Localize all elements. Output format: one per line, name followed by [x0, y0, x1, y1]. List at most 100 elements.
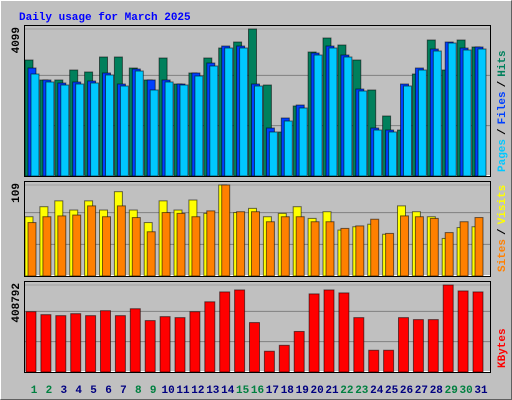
- bar: [161, 212, 171, 277]
- x-tick-label: 16: [251, 385, 264, 397]
- legend-entry: Sites: [497, 239, 509, 272]
- x-tick-label: 25: [385, 385, 399, 397]
- bar: [206, 210, 216, 277]
- bar: [353, 317, 365, 373]
- bar: [417, 69, 427, 177]
- bar: [45, 81, 55, 177]
- bar: [265, 221, 275, 277]
- x-tick-label: 27: [415, 385, 428, 397]
- bar: [70, 313, 82, 373]
- bar: [477, 48, 487, 177]
- x-tick-label: 2: [46, 385, 53, 397]
- bar: [144, 320, 156, 373]
- bar: [149, 89, 159, 177]
- bar: [102, 216, 111, 277]
- bar: [412, 319, 424, 373]
- bar: [310, 221, 320, 277]
- legend-separator: /: [497, 80, 509, 87]
- bar: [298, 107, 308, 177]
- bar: [239, 47, 249, 177]
- bar: [444, 232, 454, 277]
- chart-title: Daily usage for March 2025: [19, 12, 191, 24]
- bar: [313, 54, 323, 177]
- x-tick-label: 29: [445, 385, 458, 397]
- x-tick-label: 13: [206, 385, 220, 397]
- bar: [57, 215, 67, 277]
- bar: [343, 56, 353, 177]
- bar: [179, 84, 189, 177]
- x-tick-label: 18: [281, 385, 295, 397]
- bar: [268, 131, 278, 177]
- x-tick-label: 17: [266, 385, 279, 397]
- x-tick-label: 10: [161, 385, 174, 397]
- bar: [25, 311, 37, 373]
- bar: [129, 308, 141, 373]
- bar: [131, 217, 141, 277]
- bar: [87, 205, 97, 277]
- bar: [398, 317, 409, 373]
- bar: [191, 216, 201, 277]
- bar: [164, 81, 174, 177]
- legend: KBytes: [497, 328, 509, 368]
- bar: [383, 349, 395, 373]
- bar: [254, 85, 263, 177]
- bar: [42, 216, 52, 277]
- bar: [388, 131, 398, 177]
- x-tick-label: 3: [60, 385, 67, 397]
- x-tick-label: 6: [105, 385, 112, 397]
- bar: [100, 310, 111, 373]
- x-tick-label: 8: [135, 385, 142, 397]
- bar: [176, 212, 186, 277]
- x-tick-label: 30: [459, 385, 472, 397]
- legend-entry: Visits: [497, 185, 509, 225]
- bar: [27, 222, 37, 277]
- bar: [85, 315, 97, 373]
- bar: [194, 75, 204, 177]
- x-tick-label: 11: [176, 385, 190, 397]
- bar: [146, 231, 156, 277]
- x-tick-label: 21: [325, 385, 339, 397]
- bar: [355, 225, 365, 277]
- legend: Pages / Files / Hits: [497, 50, 509, 172]
- bar: [249, 322, 260, 373]
- bar: [283, 120, 293, 177]
- bar: [221, 184, 231, 277]
- bar: [295, 216, 305, 277]
- bar: [204, 301, 216, 373]
- x-tick-label: 28: [430, 385, 444, 397]
- bar: [459, 221, 469, 277]
- bar: [263, 350, 275, 373]
- legend-entry: Pages: [497, 139, 509, 172]
- bar: [40, 314, 52, 373]
- x-tick-label: 7: [120, 385, 127, 397]
- bar: [403, 85, 412, 177]
- y-max-label: 109: [11, 183, 23, 203]
- legend-separator: /: [497, 228, 509, 235]
- bar: [308, 293, 320, 373]
- x-tick-label: 31: [474, 385, 488, 397]
- bar: [60, 84, 70, 177]
- bar: [323, 289, 335, 373]
- x-tick-label: 23: [355, 385, 369, 397]
- x-tick-label: 4: [75, 385, 82, 397]
- bar: [432, 50, 442, 177]
- legend-entry: Hits: [497, 50, 509, 76]
- bar: [400, 215, 409, 277]
- bar: [385, 232, 395, 277]
- bar: [75, 83, 85, 177]
- bar: [447, 42, 457, 177]
- x-tick-label: 15: [236, 385, 250, 397]
- x-tick-label: 19: [296, 385, 309, 397]
- bar: [338, 292, 350, 373]
- bar: [429, 217, 439, 277]
- bar: [189, 311, 201, 373]
- x-tick-label: 12: [191, 385, 204, 397]
- bar: [105, 74, 114, 177]
- bar: [358, 90, 368, 177]
- bar: [328, 47, 338, 177]
- bar: [442, 284, 454, 373]
- bar: [462, 49, 472, 177]
- bar: [293, 330, 305, 373]
- bar: [427, 319, 439, 373]
